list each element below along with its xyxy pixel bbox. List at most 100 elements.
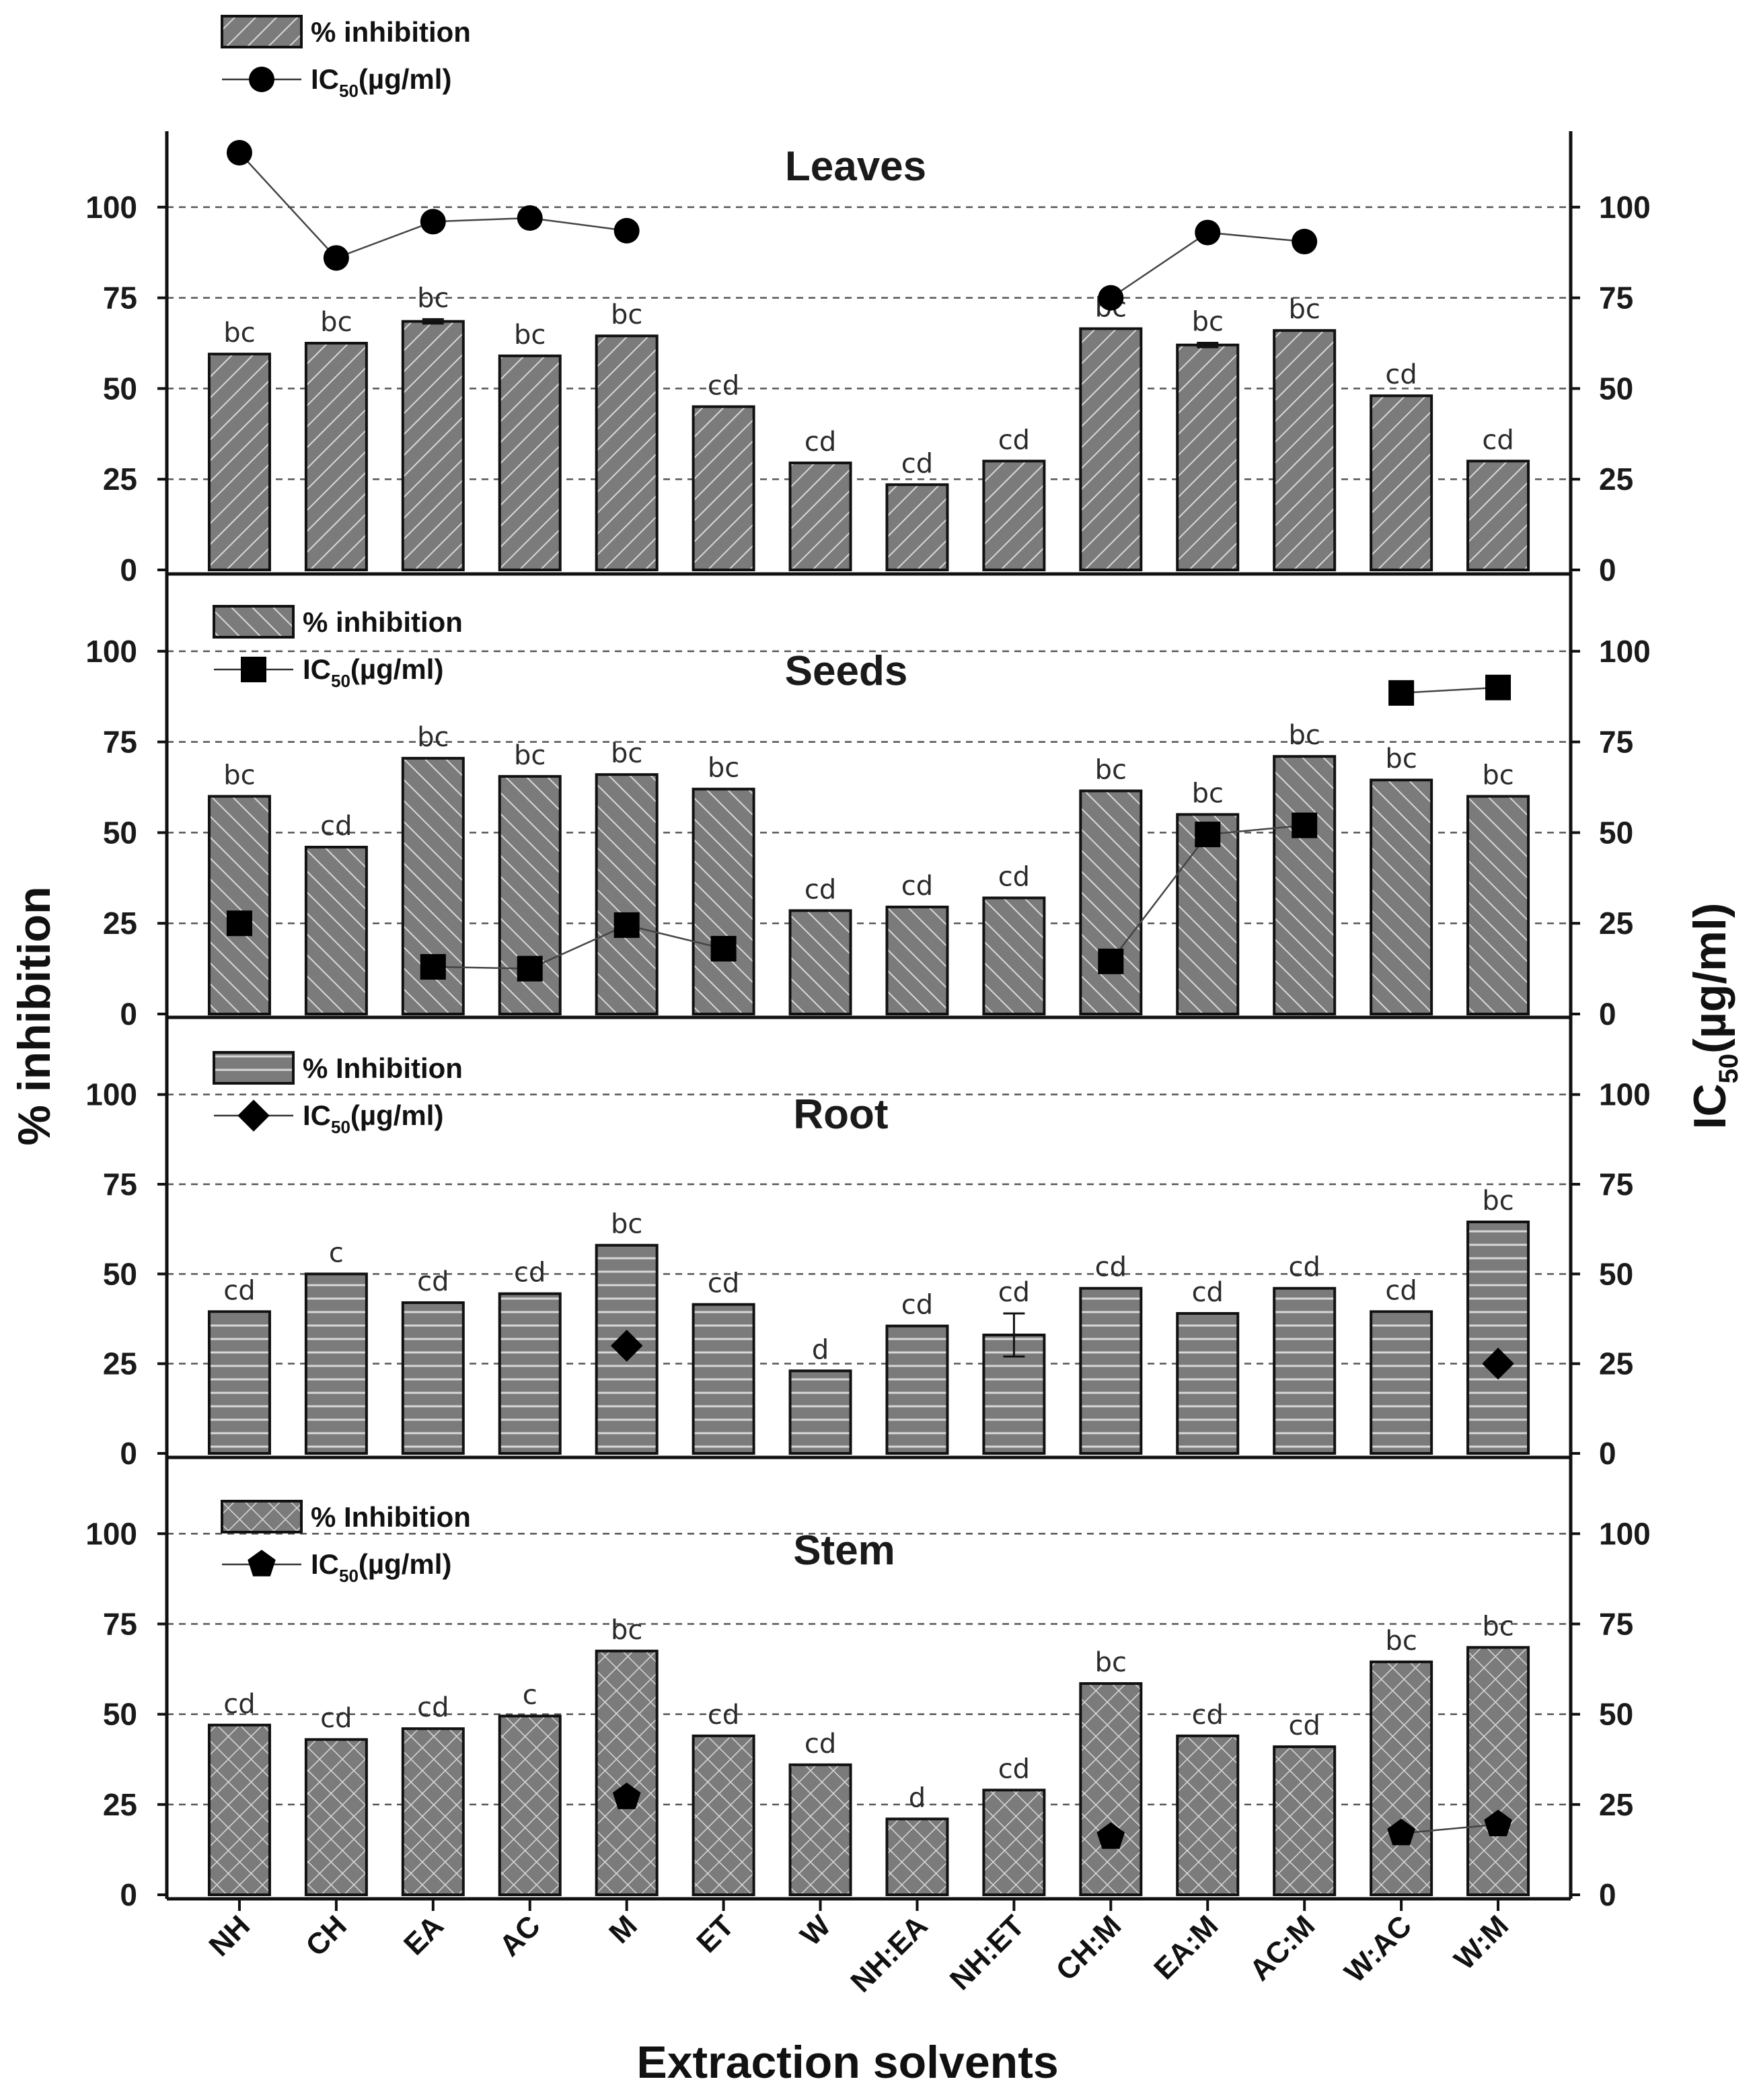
y-tick-label-left: 50: [103, 1697, 137, 1732]
legend-line-label: IC50(µg/ml): [303, 653, 443, 691]
significance-letter: cd: [1192, 1277, 1224, 1308]
legend: % Inhibition IC50(µg/ml): [213, 1051, 463, 1137]
y-tick-label-left: 50: [103, 371, 137, 406]
significance-letter: cd: [998, 1753, 1030, 1784]
bar: [304, 1272, 368, 1455]
ic50-point: [710, 935, 737, 962]
significance-letter: bc: [417, 283, 449, 314]
bar: [1176, 813, 1240, 1016]
y-axis-title-right: IC50(µg/ml): [1684, 903, 1744, 1130]
ic50-line: [239, 152, 627, 259]
bar: [207, 353, 271, 572]
ic50-point: [1387, 1818, 1415, 1846]
bar: [207, 795, 271, 1015]
bar: [1466, 1646, 1530, 1896]
y-tick-label-right: 50: [1599, 371, 1633, 406]
significance-letter: bc: [1385, 1626, 1417, 1657]
significance-letter: bc: [611, 299, 642, 330]
significance-letter: cd: [223, 1275, 255, 1306]
ic50-point: [612, 1782, 641, 1809]
legend-unit: (µg/ml): [350, 653, 444, 685]
bar: [788, 461, 852, 572]
ic50-line: [433, 924, 724, 970]
legend-bar-swatch: [221, 1500, 303, 1533]
significance-letter: cd: [1385, 1275, 1417, 1306]
legend-unit: (µg/ml): [359, 1548, 452, 1580]
ic50-point: [1485, 674, 1511, 700]
y-tick-label-left: 50: [103, 1256, 137, 1291]
significance-letter: cd: [223, 1689, 255, 1720]
ic50-point: [226, 139, 252, 166]
panel-stem: 0 0 25 25 50 50 75 75 100 100 cd cd cd c bc cd cd d cd bc cd…: [85, 1500, 1651, 1912]
significance-letter: cd: [708, 1268, 739, 1299]
ic50-point: [610, 1330, 643, 1362]
ic50-point: [1388, 680, 1415, 706]
panel-title: Root: [793, 1091, 888, 1138]
bar: [595, 1649, 659, 1896]
x-tick-label: NH:EA: [844, 1909, 934, 1998]
legend-ic-text: IC: [303, 653, 331, 685]
significance-letter: bc: [1095, 754, 1127, 785]
bar: [1079, 1287, 1143, 1455]
significance-letter: cd: [1288, 1710, 1320, 1741]
ic50-point: [1292, 229, 1318, 255]
panel-title: Stem: [793, 1527, 895, 1574]
bar: [1370, 779, 1433, 1016]
bar: [885, 905, 949, 1015]
bar: [1079, 327, 1143, 571]
y-tick-label-right: 50: [1599, 815, 1633, 850]
significance-letter: cd: [998, 425, 1030, 456]
x-tick-label: ET: [690, 1909, 740, 1959]
legend-ic-text: IC: [311, 63, 339, 95]
bar: [1273, 755, 1337, 1015]
y-tick-label-left: 25: [103, 1787, 137, 1822]
significance-letter: bc: [223, 318, 255, 349]
significance-letter: cd: [805, 1729, 836, 1760]
significance-letter: cd: [805, 427, 836, 458]
x-tick-label: AC:M: [1243, 1909, 1321, 1987]
ic50-point: [517, 955, 543, 982]
x-tick-label: EA: [398, 1909, 450, 1961]
ic50-point: [1195, 822, 1221, 848]
bar: [885, 483, 949, 572]
significance-letter: bc: [1482, 1611, 1514, 1642]
bar: [401, 1301, 465, 1455]
right-axis-ic: IC: [1684, 1083, 1735, 1129]
x-tick-label: NH: [202, 1909, 256, 1963]
y-axis-title-left: % inhibition: [9, 886, 60, 1145]
ic50-point: [1098, 285, 1124, 311]
bar: [788, 1369, 852, 1455]
panel-root: 0 0 25 25 50 50 75 75 100 100 cd c cd cd bc cd d cd cd cd cd…: [85, 1051, 1651, 1471]
y-tick-label-right: 0: [1599, 1877, 1616, 1912]
legend-bar-swatch: [213, 1051, 295, 1085]
significance-letter: bc: [1192, 778, 1224, 809]
legend-marker: [241, 657, 266, 682]
y-tick-label-left: 100: [85, 190, 137, 225]
legend-line-label: IC50(µg/ml): [311, 1548, 451, 1586]
ic50-point: [420, 209, 446, 235]
panel-title: Leaves: [785, 143, 926, 190]
bar: [1079, 1682, 1143, 1897]
bar: [498, 354, 562, 571]
bar: [595, 334, 659, 571]
legend-ic-subscript: 50: [331, 671, 350, 691]
bar: [1273, 329, 1337, 571]
y-tick-label-right: 100: [1599, 1516, 1651, 1551]
bar: [692, 1734, 755, 1897]
y-tick-label-right: 100: [1599, 634, 1651, 669]
significance-letter: cd: [998, 1277, 1030, 1308]
x-tick-label: W:M: [1448, 1909, 1515, 1976]
y-tick-label-right: 75: [1599, 1607, 1633, 1642]
legend-ic-subscript: 50: [339, 1566, 359, 1586]
y-tick-label-left: 0: [120, 1877, 137, 1912]
y-tick-label-right: 25: [1599, 462, 1633, 497]
bar: [982, 1788, 1046, 1897]
y-tick-label-right: 75: [1599, 725, 1633, 760]
bar: [1370, 1660, 1433, 1897]
ic50-point: [1098, 948, 1124, 974]
bar: [1466, 1221, 1530, 1455]
legend-ic-text: IC: [311, 1548, 339, 1580]
panel-leaves: 0 0 25 25 50 50 75 75 100 100 bc bc bc bc bc cd cd cd cd bc…: [85, 15, 1651, 587]
y-tick-label-left: 0: [120, 1436, 137, 1471]
y-tick-label-left: 100: [85, 634, 137, 669]
